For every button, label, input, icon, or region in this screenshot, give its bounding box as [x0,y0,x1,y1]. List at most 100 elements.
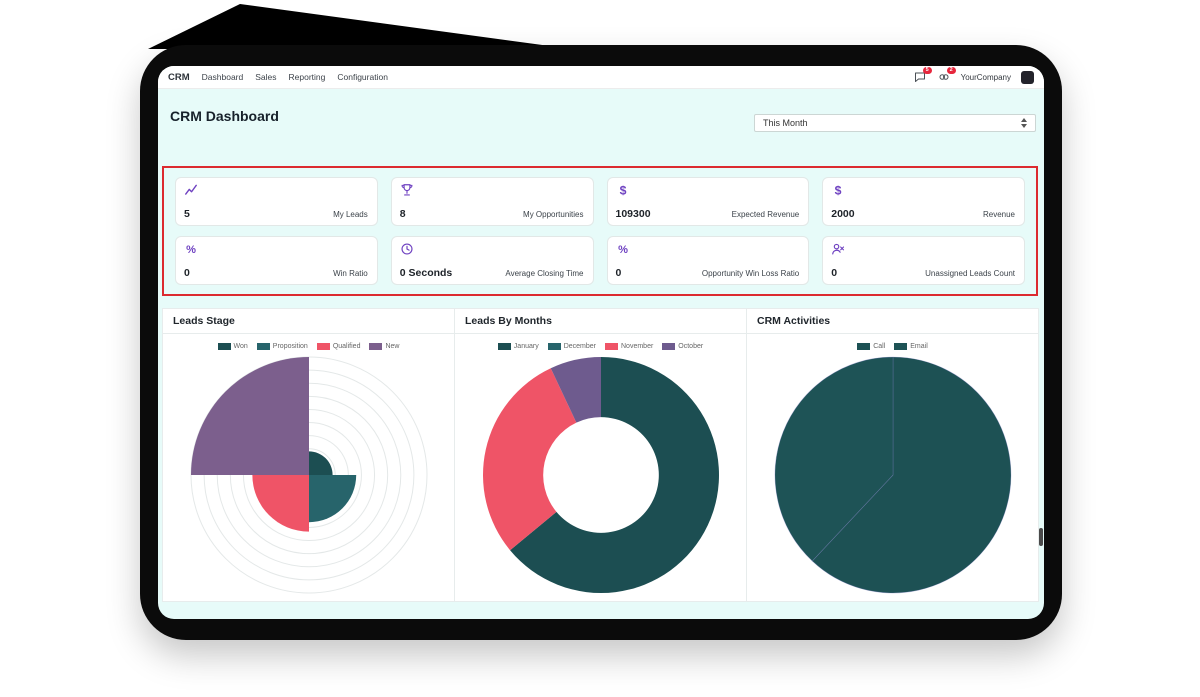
pie-slice-email[interactable] [774,356,893,562]
doughnut-slice-october[interactable] [550,357,601,423]
company-menu[interactable]: YourCompany [960,72,1011,82]
legend-item-email[interactable]: Email [894,343,928,350]
legend-label: Proposition [272,343,308,350]
doughnut-slice-january[interactable] [509,357,719,593]
tablet-frame: CRM Dashboard Sales Reporting Configuration… [140,45,1062,640]
legend-item-qualified[interactable]: Qualified [316,343,361,350]
svg-text:$: $ [835,183,842,197]
legend-label: January [513,343,539,350]
legend-item-december[interactable]: December [547,343,596,350]
user-x-icon [831,242,1016,256]
chart-canvas-doughnut[interactable] [479,353,723,597]
chart-canvas-pie[interactable] [771,353,1015,597]
chart-panel-leads-stage: Leads Stage Won Proposition Qualified New [162,308,455,602]
nav-item-configuration[interactable]: Configuration [337,72,388,82]
percent-icon: % [616,242,801,256]
panel-title: Leads By Months [455,309,746,334]
user-avatar[interactable] [1021,70,1034,84]
kpi-card-my-opportunities[interactable]: 8 My Opportunities [390,177,594,226]
legend-item-call[interactable]: Call [857,343,885,350]
kpi-label: Opportunity Win Loss Ratio [701,269,800,278]
top-navbar: CRM Dashboard Sales Reporting Configuration… [158,66,1044,89]
trophy-icon [400,183,585,197]
kpi-label: My Leads [333,210,368,219]
kpi-card-average-closing-time[interactable]: 0 Seconds Average Closing Time [390,236,594,285]
polar-slice-won[interactable] [308,451,333,475]
kpi-value: 0 [184,267,190,279]
page-title: CRM Dashboard [170,108,279,124]
pie-slice-call[interactable] [811,356,1011,594]
activities-button[interactable]: 2 [937,67,956,84]
svg-text:%: % [618,244,628,256]
kpi-value: 0 Seconds [399,267,453,279]
messages-button[interactable]: 5 [913,67,932,84]
kpi-value: 0 [831,267,838,279]
select-arrows-icon [1021,118,1027,128]
legend-item-january[interactable]: January [497,343,539,350]
kpi-label: Average Closing Time [505,269,584,278]
legend-item-won[interactable]: Won [217,343,248,350]
kpi-label: Revenue [982,210,1015,219]
nav-item-dashboard[interactable]: Dashboard [201,72,244,82]
page-header: CRM Dashboard This Month [158,104,1044,138]
chart-legend: Won Proposition Qualified New [163,343,454,350]
kpi-value: 0 [615,267,622,279]
kpi-card-unassigned-leads-count[interactable]: 0 Unassigned Leads Count [822,236,1025,285]
legend-swatch [497,343,511,350]
line-chart-icon [184,183,369,197]
legend-label: New [385,343,400,350]
legend-item-new[interactable]: New [369,343,399,350]
kpi-label: Unassigned Leads Count [925,269,1015,278]
nav-item-sales[interactable]: Sales [255,72,277,82]
polar-slice-proposition[interactable] [308,475,356,523]
kpi-section: 5 My Leads 8 My Opportunities $109300 Expecte… [162,166,1038,296]
panel-title: Leads Stage [163,309,454,334]
chart-canvas-polarArea[interactable] [187,353,431,597]
legend-swatch [369,343,383,350]
legend-item-october[interactable]: October [662,343,703,350]
legend-item-november[interactable]: November [605,343,653,350]
crm-app-screen: CRM Dashboard Sales Reporting Configuration… [158,66,1044,619]
kpi-card-opportunity-win-loss-ratio[interactable]: % 0 Opportunity Win Loss Ratio [606,236,810,285]
chart-panel-leads-by-months: Leads By Months January December November Oc… [454,308,747,602]
svg-text:$: $ [619,183,626,197]
nav-item-reporting[interactable]: Reporting [288,72,326,82]
legend-label: Call [873,343,886,350]
legend-swatch [662,343,676,350]
legend-label: Qualified [332,343,361,350]
messages-badge: 5 [922,67,932,74]
kpi-value: 5 [184,208,190,220]
polar-slice-new[interactable] [190,357,309,475]
polar-slice-qualified[interactable] [251,475,309,532]
kpi-value: 109300 [615,208,651,220]
legend-swatch [605,343,618,350]
dollar-icon: $ [831,183,1016,197]
kpi-card-my-leads[interactable]: 5 My Leads [175,177,378,226]
scrollbar-thumb[interactable] [1039,528,1043,546]
panel-title: CRM Activities [747,309,1038,334]
legend-swatch [316,343,330,350]
decorative-wedge [148,4,572,49]
doughnut-slice-november[interactable] [482,368,576,551]
legend-label: October [678,343,704,350]
kpi-card-revenue[interactable]: $2000 Revenue [822,177,1025,226]
clock-icon [400,242,585,256]
kpi-label: Win Ratio [333,269,368,278]
legend-item-proposition[interactable]: Proposition [256,343,308,350]
legend-swatch [894,343,908,350]
legend-swatch [547,343,561,350]
dollar-icon: $ [616,183,801,197]
kpi-card-win-ratio[interactable]: % 0 Win Ratio [175,236,378,285]
chart-legend: Call Email [747,343,1038,350]
kpi-card-expected-revenue[interactable]: $109300 Expected Revenue [606,177,810,226]
legend-label: December [563,343,596,350]
legend-swatch [256,343,270,350]
kpi-label: My Opportunities [523,210,584,219]
kpi-value: 2000 [831,208,855,220]
svg-text:%: % [186,244,196,256]
app-brand[interactable]: CRM [168,71,190,83]
period-select[interactable]: This Month [754,114,1036,132]
activities-badge: 2 [946,67,956,74]
legend-swatch [857,343,871,350]
